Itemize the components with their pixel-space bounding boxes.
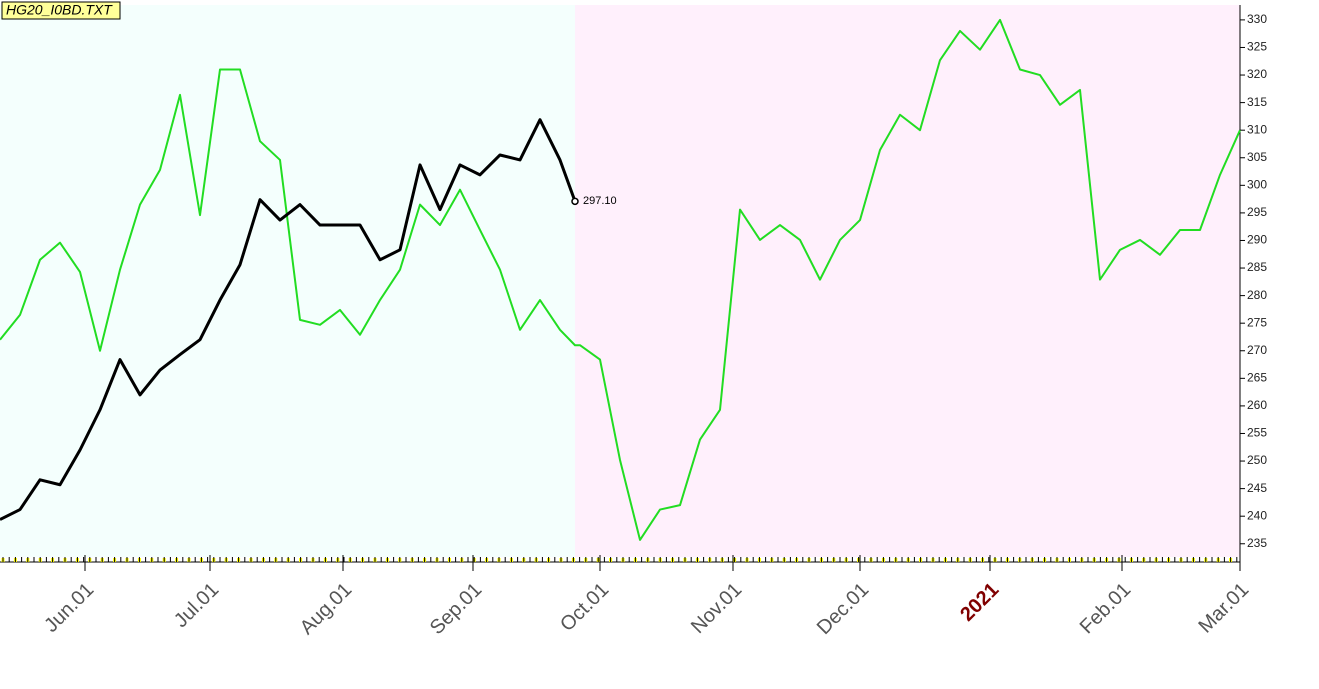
y-tick-label: 300	[1247, 177, 1267, 191]
background	[0, 5, 1240, 557]
y-tick-label: 250	[1247, 453, 1267, 467]
x-tick-label: Feb.01	[1076, 579, 1136, 639]
title-box	[1, 1, 121, 20]
x-tick-label: Dec.01	[813, 579, 873, 639]
future-region	[575, 5, 1240, 557]
x-tick-label: Jul.01	[170, 579, 223, 632]
y-tick-label: 290	[1247, 233, 1267, 247]
y-tick-label: 330	[1247, 12, 1267, 26]
y-tick-label: 265	[1247, 371, 1267, 385]
x-tick-label: Nov.01	[687, 579, 746, 638]
series-line	[0, 118, 577, 521]
last-point	[571, 197, 579, 206]
y-tick-label: 240	[1247, 508, 1267, 522]
y-tick-label: 255	[1247, 426, 1267, 440]
y-tick-label: 260	[1247, 398, 1267, 412]
y-tick-label: 315	[1247, 95, 1267, 109]
x-tick-label: Sep.01	[426, 579, 486, 639]
y-tick-label: 285	[1247, 260, 1267, 274]
y-tick-label: 280	[1247, 288, 1267, 302]
x-tick-label: Mar.01	[1194, 579, 1253, 638]
past-region	[0, 5, 575, 557]
value-label: 297.10	[583, 195, 617, 207]
y-tick-label: 270	[1247, 343, 1267, 357]
y-tick-label: 275	[1247, 315, 1267, 329]
y-tick-label: 235	[1247, 536, 1267, 550]
x-tick-label: Jun.01	[40, 579, 98, 637]
y-tick-label: 245	[1247, 481, 1267, 495]
y-tick-label: 320	[1247, 67, 1267, 81]
y-tick-label: 295	[1247, 205, 1267, 219]
y-tick-label: 305	[1247, 150, 1267, 164]
y-tick-label: 325	[1247, 40, 1267, 54]
x-tick-label: Oct.01	[556, 579, 613, 636]
y-tick-label: 310	[1247, 122, 1267, 136]
series-line	[0, 18, 1241, 541]
x-tick-label: 2021	[956, 579, 1003, 626]
x-tick-label: Aug.01	[296, 579, 356, 639]
chart-title: HG20_I0BD.TXT	[6, 2, 113, 18]
